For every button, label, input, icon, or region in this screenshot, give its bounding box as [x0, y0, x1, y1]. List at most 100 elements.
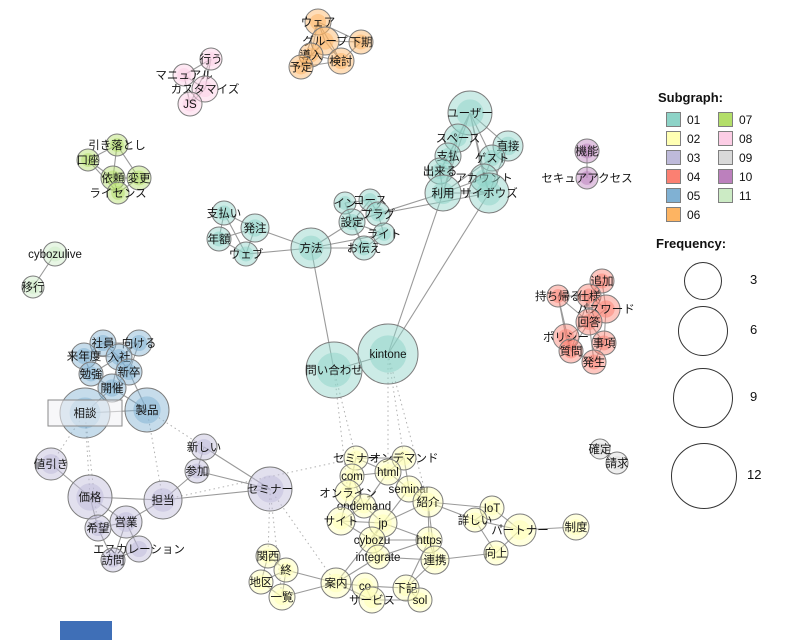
node-関西[interactable]: 関西 [255, 543, 281, 569]
node-イン[interactable]: イン [333, 191, 357, 215]
node-プラグ[interactable]: プラグ [361, 201, 396, 227]
node-seminar[interactable]: seminar [389, 475, 430, 503]
node-紹介[interactable]: 紹介 [412, 486, 444, 518]
node-マニュアル[interactable]: マニュアル [155, 63, 213, 87]
node-支払い[interactable]: 支払い [207, 200, 242, 226]
node-パートナー[interactable]: パートナー [491, 513, 549, 547]
subgraph-label: 08 [739, 131, 753, 146]
node-下記[interactable]: 下記 [392, 574, 420, 602]
node-予定[interactable]: 予定 [288, 54, 314, 80]
node-終[interactable]: 終 [273, 557, 299, 583]
node-お伝え[interactable]: お伝え [347, 235, 382, 261]
node-サイボウズ[interactable]: サイボウズ [460, 172, 518, 214]
node-入社[interactable]: 入社 [105, 343, 133, 371]
node-引き落とし[interactable]: 引き落とし [88, 133, 146, 157]
node-希望[interactable]: 希望 [84, 514, 112, 542]
edge [189, 58, 212, 105]
node-label: 発生 [583, 355, 606, 369]
node-行う[interactable]: 行う [199, 47, 223, 71]
node-スペース[interactable]: スペース [436, 123, 481, 153]
node-設定[interactable]: 設定 [338, 208, 366, 236]
node-値引き[interactable]: 値引き [34, 447, 69, 481]
node-検討[interactable]: 検討 [327, 47, 355, 75]
node-開催[interactable]: 開催 [97, 373, 127, 403]
edge [570, 295, 590, 352]
node-質問[interactable]: 質問 [558, 338, 584, 364]
node-label: イン [334, 198, 357, 210]
subgraph-swatch-09 [718, 150, 733, 165]
frequency-circle-12 [671, 443, 737, 509]
node-確定[interactable]: 確定 [589, 438, 612, 460]
node-ライト[interactable]: ライト [367, 222, 402, 246]
node-製品[interactable]: 製品 [124, 387, 170, 433]
node-機能[interactable]: 機能 [574, 138, 600, 164]
node-問い合わせ[interactable]: 問い合わせ [305, 341, 363, 399]
node-新しい[interactable]: 新しい [187, 433, 222, 461]
node-勉強[interactable]: 勉強 [78, 361, 104, 387]
node-価格[interactable]: 価格 [67, 474, 113, 520]
node-セキュアアクセス[interactable]: セキュアアクセス [541, 166, 633, 190]
node-label: 向上 [485, 546, 508, 560]
node-kintone[interactable]: kintone [357, 323, 419, 385]
node-事項[interactable]: 事項 [591, 330, 617, 356]
node-ウェブ[interactable]: ウェブ [229, 241, 264, 267]
node-制度[interactable]: 制度 [562, 513, 590, 541]
node-向ける[interactable]: 向ける [122, 329, 157, 357]
subgraph-legend-item-06: 06 [666, 207, 718, 222]
node-セミナー[interactable]: セミナー [333, 445, 379, 471]
node-持ち帰る[interactable]: 持ち帰る [535, 284, 581, 308]
subgraph-swatch-06 [666, 207, 681, 222]
node-口座[interactable]: 口座 [76, 148, 100, 172]
node-社員[interactable]: 社員 [89, 329, 117, 357]
node-一覧[interactable]: 一覧 [268, 583, 296, 611]
edge [87, 159, 119, 194]
node-移行[interactable]: 移行 [21, 275, 45, 299]
node-ウェア[interactable]: ウェア [301, 8, 336, 36]
node-地区[interactable]: 地区 [248, 569, 274, 595]
node-回答[interactable]: 回答 [575, 308, 603, 336]
node-グループ[interactable]: グループ [302, 26, 348, 56]
node-label: 開催 [101, 381, 124, 395]
node-訪問[interactable]: 訪問 [100, 547, 126, 573]
node-方法[interactable]: 方法 [290, 227, 332, 269]
node-年額[interactable]: 年額 [206, 226, 232, 252]
node-エスカレーション[interactable]: エスカレーション [93, 535, 185, 563]
node-IoT[interactable]: IoT [479, 495, 505, 521]
node-html[interactable]: html [374, 458, 402, 486]
node-JS[interactable]: JS [177, 91, 203, 117]
node-向上[interactable]: 向上 [483, 540, 509, 566]
node-サイト[interactable]: サイト [324, 506, 359, 536]
node-label: 依頼 [102, 171, 125, 185]
node-発注[interactable]: 発注 [240, 213, 270, 243]
node-担当[interactable]: 担当 [143, 480, 183, 520]
node-相談[interactable]: 相談 [47, 387, 123, 439]
node-label: ウェブ [229, 247, 264, 261]
node-cybozu[interactable]: cybozu [354, 526, 390, 554]
node-利用[interactable]: 利用 [424, 174, 462, 212]
node-セミナー[interactable]: セミナー [247, 466, 293, 512]
node-詳しい[interactable]: 詳しい [458, 507, 493, 533]
node-cybozulive[interactable]: cybozulive [28, 241, 82, 267]
node-変更[interactable]: 変更 [126, 165, 152, 191]
node-label: 機能 [576, 144, 599, 158]
node-追加[interactable]: 追加 [589, 268, 615, 294]
node-jp[interactable]: jp [368, 508, 398, 538]
node-営業[interactable]: 営業 [109, 505, 143, 539]
node-ライセンス[interactable]: ライセンス [89, 181, 147, 205]
node-label: 導入 [300, 48, 323, 62]
node-コース[interactable]: コース [353, 188, 387, 212]
node-下期[interactable]: 下期 [348, 29, 374, 55]
node-発生[interactable]: 発生 [581, 349, 607, 375]
frequency-circle-6 [678, 306, 728, 356]
node-支払[interactable]: 支払 [434, 142, 462, 170]
node-sol[interactable]: sol [407, 587, 433, 613]
node-請求[interactable]: 請求 [605, 451, 629, 475]
node-案内[interactable]: 案内 [320, 567, 352, 599]
node-サービス[interactable]: サービス [349, 586, 395, 614]
node-連携[interactable]: 連携 [420, 545, 450, 575]
node-オンライン[interactable]: オンライン [319, 479, 377, 507]
frequency-circle-3 [684, 262, 722, 300]
node-参加[interactable]: 参加 [184, 458, 210, 484]
node-パスワード[interactable]: パスワード [577, 294, 635, 324]
node-integrate[interactable]: integrate [356, 544, 401, 570]
